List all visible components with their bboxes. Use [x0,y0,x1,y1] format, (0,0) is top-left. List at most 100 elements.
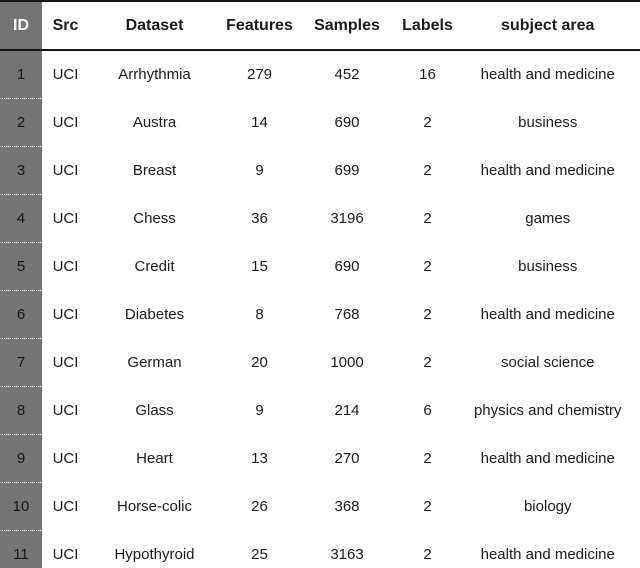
cell-labels: 2 [399,434,456,483]
cell-subject-area: health and medicine [456,290,640,339]
header-subject-area: subject area [456,1,640,51]
cell-dataset: Breast [85,146,224,195]
cell-src: UCI [46,98,85,147]
cell-dataset: Glass [85,386,224,435]
cell-id: 6 [0,290,42,339]
cell-src: UCI [46,50,85,99]
table-row: 7 UCI German 20 1000 2 social science [0,338,640,387]
cell-src: UCI [46,386,85,435]
cell-subject-area: health and medicine [456,50,640,99]
cell-subject-area: games [456,194,640,243]
cell-labels: 16 [399,50,456,99]
cell-samples: 690 [295,98,399,147]
column-separator [42,386,46,435]
column-separator [42,290,46,339]
cell-dataset: Arrhythmia [85,50,224,99]
cell-id: 3 [0,146,42,195]
column-separator [42,338,46,387]
cell-labels: 2 [399,482,456,531]
cell-features: 20 [224,338,295,387]
cell-labels: 2 [399,146,456,195]
cell-src: UCI [46,194,85,243]
cell-labels: 2 [399,530,456,568]
cell-samples: 368 [295,482,399,531]
header-dataset: Dataset [85,1,224,51]
table-row: 10 UCI Horse-colic 26 368 2 biology [0,482,640,531]
cell-samples: 270 [295,434,399,483]
cell-samples: 699 [295,146,399,195]
cell-id: 9 [0,434,42,483]
cell-subject-area: social science [456,338,640,387]
cell-id: 7 [0,338,42,387]
cell-features: 15 [224,242,295,291]
cell-subject-area: business [456,98,640,147]
cell-features: 13 [224,434,295,483]
cell-features: 26 [224,482,295,531]
cell-dataset: Heart [85,434,224,483]
cell-subject-area: health and medicine [456,434,640,483]
cell-samples: 3163 [295,530,399,568]
cell-features: 279 [224,50,295,99]
table-row: 5 UCI Credit 15 690 2 business [0,242,640,291]
column-separator [42,482,46,531]
header-id: ID [0,1,42,51]
cell-dataset: Hypothyroid [85,530,224,568]
cell-id: 10 [0,482,42,531]
cell-src: UCI [46,482,85,531]
cell-labels: 6 [399,386,456,435]
table-row: 8 UCI Glass 9 214 6 physics and chemistr… [0,386,640,435]
cell-subject-area: health and medicine [456,146,640,195]
cell-samples: 214 [295,386,399,435]
cell-samples: 768 [295,290,399,339]
cell-dataset: Diabetes [85,290,224,339]
header-row: ID Src Dataset Features Samples Labels s… [0,1,640,51]
cell-features: 9 [224,146,295,195]
table-row: 6 UCI Diabetes 8 768 2 health and medici… [0,290,640,339]
cell-dataset: Chess [85,194,224,243]
table-body: 1 UCI Arrhythmia 279 452 16 health and m… [0,50,640,568]
table-row: 1 UCI Arrhythmia 279 452 16 health and m… [0,50,640,99]
column-separator [42,50,46,99]
cell-labels: 2 [399,242,456,291]
cell-src: UCI [46,290,85,339]
column-separator [42,242,46,291]
column-separator [42,530,46,568]
cell-samples: 452 [295,50,399,99]
table-row: 3 UCI Breast 9 699 2 health and medicine [0,146,640,195]
table-row: 2 UCI Austra 14 690 2 business [0,98,640,147]
cell-id: 8 [0,386,42,435]
header-src: Src [46,1,85,51]
cell-features: 9 [224,386,295,435]
cell-features: 14 [224,98,295,147]
cell-subject-area: health and medicine [456,530,640,568]
cell-subject-area: biology [456,482,640,531]
cell-features: 36 [224,194,295,243]
table-row: 11 UCI Hypothyroid 25 3163 2 health and … [0,530,640,568]
cell-samples: 3196 [295,194,399,243]
table-header: ID Src Dataset Features Samples Labels s… [0,1,640,51]
column-separator [42,194,46,243]
header-samples: Samples [295,1,399,51]
table-row: 9 UCI Heart 13 270 2 health and medicine [0,434,640,483]
cell-dataset: Credit [85,242,224,291]
cell-src: UCI [46,530,85,568]
cell-samples: 690 [295,242,399,291]
cell-src: UCI [46,242,85,291]
column-separator [42,146,46,195]
cell-id: 1 [0,50,42,99]
cell-id: 2 [0,98,42,147]
column-separator [42,1,46,51]
cell-dataset: Horse-colic [85,482,224,531]
cell-labels: 2 [399,290,456,339]
cell-id: 4 [0,194,42,243]
cell-src: UCI [46,146,85,195]
cell-samples: 1000 [295,338,399,387]
cell-src: UCI [46,338,85,387]
header-labels: Labels [399,1,456,51]
cell-subject-area: physics and chemistry [456,386,640,435]
header-features: Features [224,1,295,51]
cell-labels: 2 [399,194,456,243]
cell-id: 11 [0,530,42,568]
